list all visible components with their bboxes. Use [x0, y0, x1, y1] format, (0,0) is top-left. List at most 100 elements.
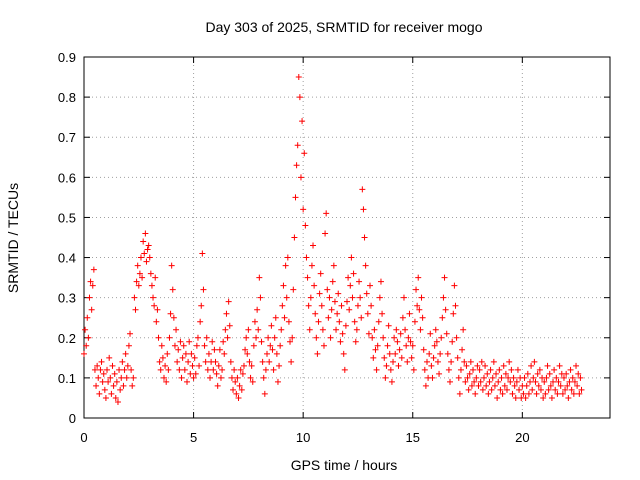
data-point: [359, 186, 366, 193]
data-point: [533, 390, 540, 397]
data-point: [456, 390, 463, 397]
data-point: [388, 378, 395, 385]
data-point: [553, 374, 560, 381]
data-point: [236, 382, 243, 389]
data-point: [116, 366, 123, 373]
data-point: [262, 366, 269, 373]
data-point: [315, 318, 322, 325]
data-point: [537, 386, 544, 393]
data-point: [420, 346, 427, 353]
data-point: [110, 382, 117, 389]
data-point: [249, 378, 256, 385]
data-point: [468, 382, 475, 389]
x-tick-label: 10: [296, 430, 310, 445]
data-point: [186, 338, 193, 345]
data-point: [177, 338, 184, 345]
data-point: [269, 346, 276, 353]
data-point: [311, 282, 318, 289]
data-point: [546, 370, 553, 377]
data-point: [121, 366, 128, 373]
data-point: [454, 354, 461, 361]
data-point: [500, 362, 507, 369]
data-point: [428, 362, 435, 369]
data-point: [235, 394, 242, 401]
data-point: [312, 310, 319, 317]
y-tick-label: 0.5: [58, 210, 76, 225]
data-point: [230, 386, 237, 393]
data-point: [169, 286, 176, 293]
data-point: [395, 362, 402, 369]
data-point: [279, 302, 286, 309]
data-point: [448, 358, 455, 365]
data-point: [479, 386, 486, 393]
data-point: [530, 374, 537, 381]
data-point: [394, 338, 401, 345]
data-point: [251, 318, 258, 325]
data-point: [393, 326, 400, 333]
data-point: [423, 358, 430, 365]
data-point: [243, 334, 250, 341]
data-point: [228, 374, 235, 381]
data-point: [267, 342, 274, 349]
data-point: [207, 374, 214, 381]
data-point: [118, 374, 125, 381]
data-point: [120, 382, 127, 389]
data-point: [254, 306, 261, 313]
y-tick-label: 0.9: [58, 50, 76, 65]
x-axis-label: GPS time / hours: [291, 457, 398, 473]
data-point: [246, 358, 253, 365]
data-point: [360, 206, 367, 213]
data-point: [323, 210, 330, 217]
data-point: [383, 362, 390, 369]
data-point: [382, 374, 389, 381]
data-point: [125, 342, 132, 349]
data-point: [560, 374, 567, 381]
data-point: [484, 370, 491, 377]
data-point: [274, 378, 281, 385]
data-point: [181, 366, 188, 373]
data-point: [167, 310, 174, 317]
data-point: [173, 326, 180, 333]
data-point: [143, 258, 150, 265]
data-point: [400, 294, 407, 301]
data-point: [83, 342, 90, 349]
data-point: [261, 390, 268, 397]
data-point: [348, 254, 355, 261]
data-point: [179, 354, 186, 361]
data-point: [95, 374, 102, 381]
data-point: [417, 326, 424, 333]
data-point: [398, 354, 405, 361]
data-point: [87, 278, 94, 285]
data-point: [117, 386, 124, 393]
data-point: [90, 266, 97, 273]
data-point: [257, 294, 264, 301]
data-point: [379, 310, 386, 317]
data-point: [256, 274, 263, 281]
data-point: [151, 302, 158, 309]
data-point: [153, 318, 160, 325]
data-point: [247, 374, 254, 381]
data-point: [276, 362, 283, 369]
data-point: [184, 378, 191, 385]
data-point: [510, 374, 517, 381]
data-point: [244, 350, 251, 357]
data-point: [289, 334, 296, 341]
data-point: [461, 358, 468, 365]
data-point: [187, 370, 194, 377]
data-point: [328, 306, 335, 313]
data-point: [406, 310, 413, 317]
data-point: [291, 234, 298, 241]
data-point: [176, 366, 183, 373]
data-point: [192, 370, 199, 377]
data-point: [356, 278, 363, 285]
data-point: [547, 382, 554, 389]
data-point: [482, 362, 489, 369]
data-point: [552, 386, 559, 393]
data-point: [385, 322, 392, 329]
data-point: [136, 270, 143, 277]
data-point: [189, 362, 196, 369]
data-point: [299, 118, 306, 125]
data-point: [402, 326, 409, 333]
data-point: [112, 394, 119, 401]
data-point: [162, 362, 169, 369]
